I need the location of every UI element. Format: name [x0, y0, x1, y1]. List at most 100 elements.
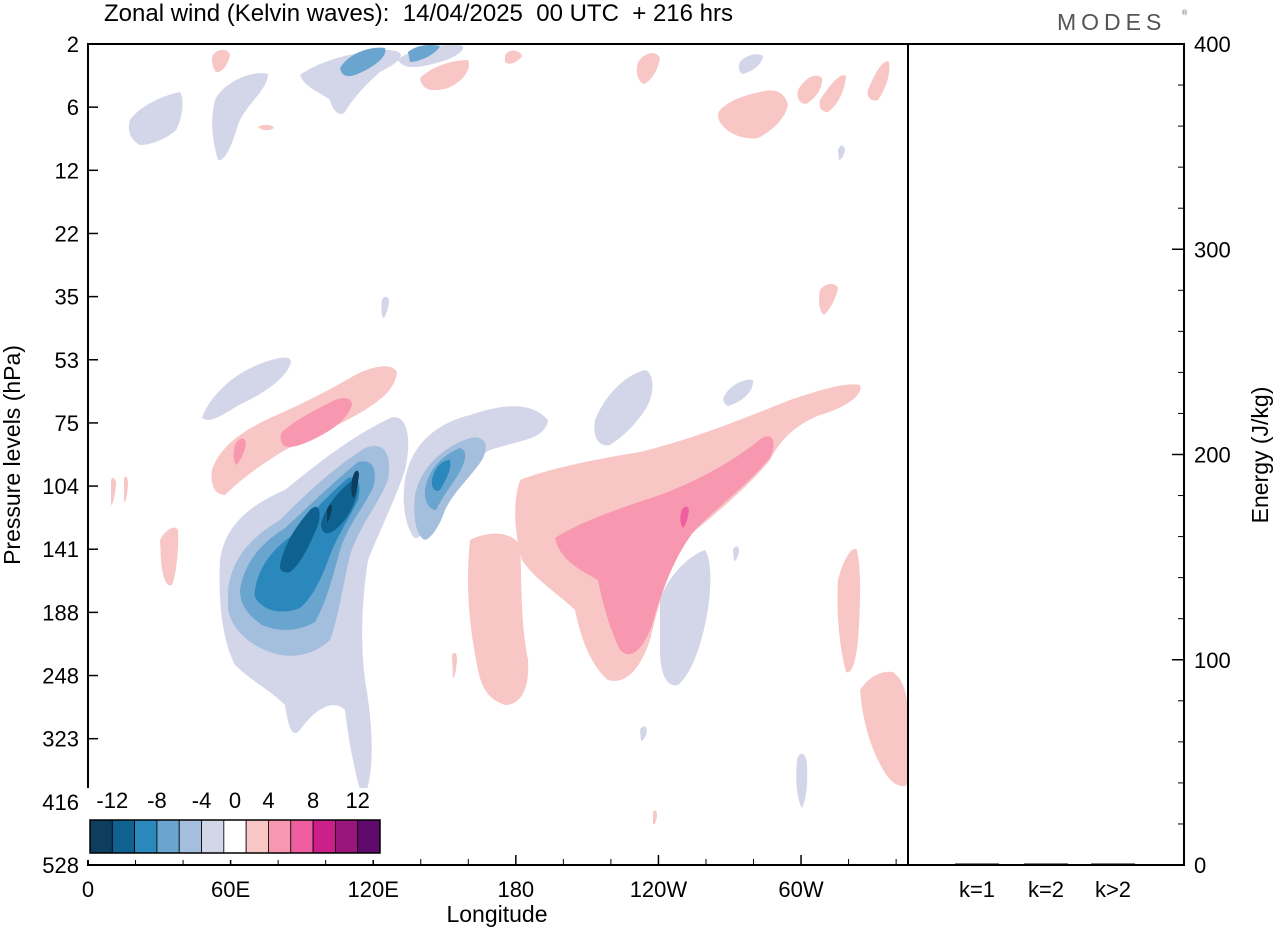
colorbar-swatch: [268, 819, 292, 854]
contour-speck-7: [124, 476, 128, 502]
y-tick-label: 35: [55, 285, 79, 310]
y-tick-label: 528: [42, 853, 79, 878]
modes-logo: MODES: [1057, 9, 1167, 35]
y-tick-label: 416: [42, 790, 79, 815]
contour-neg-weak-3: [202, 357, 291, 420]
colorbar-swatch: [201, 819, 225, 854]
energy-category-label: k=1: [959, 877, 995, 902]
colorbar-label: 8: [307, 788, 319, 813]
contour-neg-top-l2b: [408, 44, 440, 62]
x-tick-label: 60W: [778, 877, 823, 902]
energy-axis-ticks: 0 100 200 300 400: [1172, 32, 1231, 878]
contour-pos-weak-5: [837, 549, 861, 673]
contour-neg-weak-10: [738, 54, 763, 74]
y-tick-label: 188: [42, 600, 79, 625]
energy-tick-label: 100: [1194, 648, 1231, 673]
contour-neg-weak-2: [403, 406, 548, 539]
contour-speck-4: [640, 726, 647, 741]
contour-pos-left-l2b: [233, 438, 246, 465]
contour-pos-weak-15: [505, 50, 522, 64]
y-tick-label: 12: [55, 158, 79, 183]
colorbar-swatch: [223, 819, 247, 854]
contour-speck-2: [838, 145, 845, 160]
colorbar-swatch: [357, 819, 381, 854]
contour-neg-weak-6: [212, 73, 268, 161]
colorbar-swatch: [312, 819, 336, 854]
contour-neg-l5b: [321, 478, 358, 534]
contour-neg-top-l2: [340, 47, 386, 77]
y-axis-title: Pressure levels (hPa): [0, 345, 25, 565]
y-tick-label: 22: [55, 221, 79, 246]
energy-tick-label: 200: [1194, 443, 1231, 468]
x-axis-title: Longitude: [446, 901, 547, 927]
colorbar-swatch: [156, 819, 180, 854]
colorbar-swatch: [290, 819, 314, 854]
colorbar-swatch: [89, 819, 113, 854]
colorbar-frame: [89, 819, 381, 854]
contour-neg-weak-9: [128, 92, 183, 145]
contour-pos-weak-2: [467, 533, 529, 705]
energy-category-label: k>2: [1095, 877, 1131, 902]
plot-frame: [87, 43, 909, 866]
contour-pos-left-l2: [280, 397, 352, 447]
colorbar-swatch: [334, 819, 359, 854]
y-tick-label: 323: [42, 727, 79, 752]
contour-speck-9: [452, 652, 457, 678]
contour-pos-main-l4: [680, 506, 689, 528]
colorbar-label: 0: [229, 788, 241, 813]
y-tick-label: 6: [67, 95, 79, 120]
colorbar-label: -12: [96, 788, 128, 813]
colorbar-swatch: [178, 819, 202, 854]
colorbar-label: 4: [262, 788, 274, 813]
contour-neg-l5: [279, 506, 320, 573]
energy-panel-frame: [907, 43, 1185, 866]
contour-speck-6: [111, 477, 116, 505]
energy-bar: [1024, 863, 1068, 865]
colorbar-label: -4: [192, 788, 212, 813]
contour-speck-8: [653, 810, 657, 825]
contour-neg-l6b: [327, 504, 332, 522]
y-tick-label: 141: [42, 537, 79, 562]
colorbar-swatch: [134, 819, 158, 854]
contour-pos-weak-8: [819, 75, 846, 112]
contour-speck-5: [258, 124, 274, 131]
energy-tick-label: 300: [1194, 237, 1231, 262]
energy-bar: [1091, 863, 1135, 865]
contour-neg-mid-l2: [414, 437, 486, 540]
contour-pos-weak-10: [420, 60, 469, 91]
x-tick-label: 60E: [211, 877, 250, 902]
contour-pos-weak-9: [867, 61, 890, 101]
contour-pos-main-l2: [555, 436, 774, 655]
y-tick-label: 248: [42, 664, 79, 689]
energy-category-label: k=2: [1028, 877, 1064, 902]
contour-neg-weak-4: [660, 550, 711, 686]
contour-neg-weak-7: [300, 50, 401, 115]
x-tick-label: 120W: [630, 877, 688, 902]
contour-neg-l6: [351, 470, 359, 498]
contour-neg-weak-5: [594, 370, 653, 446]
y-tick-label: 53: [55, 348, 79, 373]
contour-pos-weak-6: [717, 90, 788, 139]
energy-bar: [955, 863, 999, 865]
y-tick-label: 104: [42, 474, 79, 499]
contour-neg-weak-11: [723, 379, 754, 406]
x-tick-label: 0: [82, 877, 94, 902]
contour-pos-weak-7: [797, 75, 823, 104]
contour-field: [111, 44, 908, 825]
contour-speck-3: [733, 546, 739, 561]
contour-pos-weak-13: [160, 527, 179, 586]
x-tick-label: 120E: [348, 877, 399, 902]
contour-neg-mid-l4: [431, 460, 451, 491]
chart-title: Zonal wind (Kelvin waves): 14/04/2025 00…: [104, 0, 733, 27]
contour-pos-weak-12: [819, 284, 838, 315]
colorbar: -12 -8 -4 0 4 8 12: [86, 788, 384, 860]
colorbar-label: -8: [147, 788, 167, 813]
energy-tick-label: 400: [1194, 32, 1231, 57]
contour-speck-1: [381, 296, 389, 318]
y-tick-label: 75: [55, 411, 79, 436]
contour-pos-weak-14: [212, 49, 230, 73]
contour-neg-weak-12: [796, 753, 808, 808]
colorbar-swatch: [245, 819, 269, 854]
colorbar-swatch: [111, 819, 136, 854]
